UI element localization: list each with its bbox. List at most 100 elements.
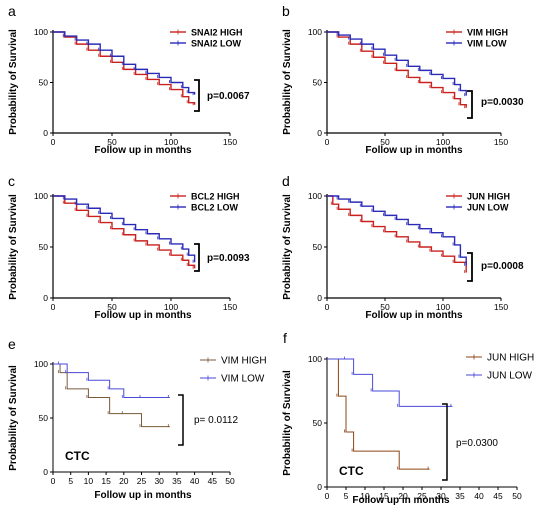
legend-label: VIM LOW [467,39,507,49]
x-tick-label: 15 [101,476,111,486]
y-axis-title: Probability of Survival [282,194,293,300]
legend-label: VIM HIGH [221,356,267,367]
x-tick-label: 0 [325,137,330,147]
survival-curve-jun-low [327,195,467,266]
y-tick-label: 50 [39,413,49,423]
x-tick-label: 5 [344,491,349,501]
x-tick-label: 100 [436,302,450,312]
y-tick-label: 50 [39,242,49,252]
y-tick-label: 100 [308,354,322,364]
legend-label: BCL2 LOW [191,203,239,213]
y-tick-label: 100 [34,27,48,37]
x-tick-label: 100 [164,137,178,147]
x-tick-label: 0 [51,302,56,312]
x-tick-label: 30 [436,491,446,501]
panel-letter: d [282,173,290,189]
y-axis-title: Probability of Survival [8,365,19,471]
survival-curve-vim-low [327,31,467,96]
x-tick-label: 0 [51,476,56,486]
chart-panel-f: f 0 50 100 0 5 10 15 20 25 30 35 40 45 50 Follow up in … [282,330,534,506]
x-tick-label: 20 [119,476,129,486]
x-tick-label: 45 [493,491,503,501]
legend-label: VIM HIGH [467,28,508,38]
y-tick-label: 0 [317,293,322,303]
y-tick-label: 0 [43,467,48,477]
x-tick-label: 100 [436,137,450,147]
x-tick-label: 0 [325,302,330,312]
survival-curve-bcl2-high [53,195,196,269]
x-axis-title: Follow up in months [365,145,463,156]
x-tick-label: 45 [208,476,218,486]
x-tick-label: 50 [107,302,117,312]
x-tick-label: 5 [68,476,73,486]
legend-label: SNAI2 HIGH [191,28,243,38]
x-axis-title: Follow up in months [94,145,192,156]
x-tick-label: 20 [398,491,408,501]
survival-curve-jun-high [327,195,467,273]
panel-letter: c [8,173,15,189]
x-tick-label: 10 [360,491,370,501]
x-tick-label: 150 [223,137,237,147]
x-axis-title: Follow up in months [352,495,450,506]
significance-bracket [178,394,184,446]
legend-label: JUN HIGH [467,192,510,202]
x-tick-label: 40 [474,491,484,501]
legend-label: JUN LOW [467,203,509,213]
annotation-label: CTC [339,464,364,478]
survival-curve-jun-high [327,358,430,470]
chart-panel-b: b 0 50 100 0 50 100 150 Follow up in months Proba… [282,3,524,156]
y-tick-label: 0 [317,482,322,492]
x-tick-label: 50 [225,476,235,486]
significance-bracket [194,79,200,112]
x-tick-label: 10 [84,476,94,486]
x-tick-label: 150 [494,137,508,147]
x-tick-label: 25 [417,491,427,501]
p-value: p= 0.0112 [194,415,238,426]
y-tick-label: 100 [308,191,322,201]
y-tick-label: 100 [308,27,322,37]
x-tick-label: 100 [164,302,178,312]
survival-curve-vim-high [327,31,467,108]
significance-bracket [194,243,200,272]
x-tick-label: 35 [455,491,465,501]
annotation-label: CTC [65,449,90,463]
survival-curve-jun-low [327,358,453,407]
survival-curve-bcl2-low [53,195,196,263]
x-axis-title: Follow up in months [94,490,192,501]
x-tick-label: 40 [190,476,200,486]
y-tick-label: 50 [39,78,49,88]
chart-panel-e: e 0 50 100 0 5 10 15 20 25 30 35 40 45 50 Follow up in … [8,336,267,501]
y-tick-label: 100 [34,191,48,201]
p-value: p=0.0300 [456,438,498,449]
y-tick-label: 50 [313,242,323,252]
legend-label: BCL2 HIGH [191,192,240,202]
y-tick-label: 50 [313,78,323,88]
y-axis-title: Probability of Survival [8,29,19,135]
x-tick-label: 0 [51,137,56,147]
x-tick-label: 150 [223,302,237,312]
x-tick-label: 150 [494,302,508,312]
y-tick-label: 0 [43,293,48,303]
x-tick-label: 50 [380,137,390,147]
significance-bracket [442,403,448,481]
x-tick-label: 15 [379,491,389,501]
y-tick-label: 100 [34,359,48,369]
legend-label: VIM LOW [221,374,265,385]
survival-curve-vim-high [53,363,170,428]
chart-panel-c: c 0 50 100 0 50 100 150 Follow up in months Proba… [8,173,250,321]
y-axis-title: Probability of Survival [282,29,293,135]
survival-curve-snai2-low [53,31,196,95]
legend-label: SNAI2 LOW [191,39,242,49]
y-tick-label: 0 [317,128,322,138]
x-axis-title: Follow up in months [94,310,192,321]
x-tick-label: 30 [154,476,164,486]
chart-panel-a: a 0 50 100 0 50 100 150 Follow up in months Proba… [8,3,250,156]
p-value: p=0.0008 [481,261,524,272]
x-tick-label: 0 [325,491,330,501]
x-tick-label: 50 [380,302,390,312]
panel-letter: e [8,336,16,352]
y-tick-label: 50 [313,418,323,428]
panel-letter: a [8,3,16,19]
significance-bracket [467,90,473,119]
